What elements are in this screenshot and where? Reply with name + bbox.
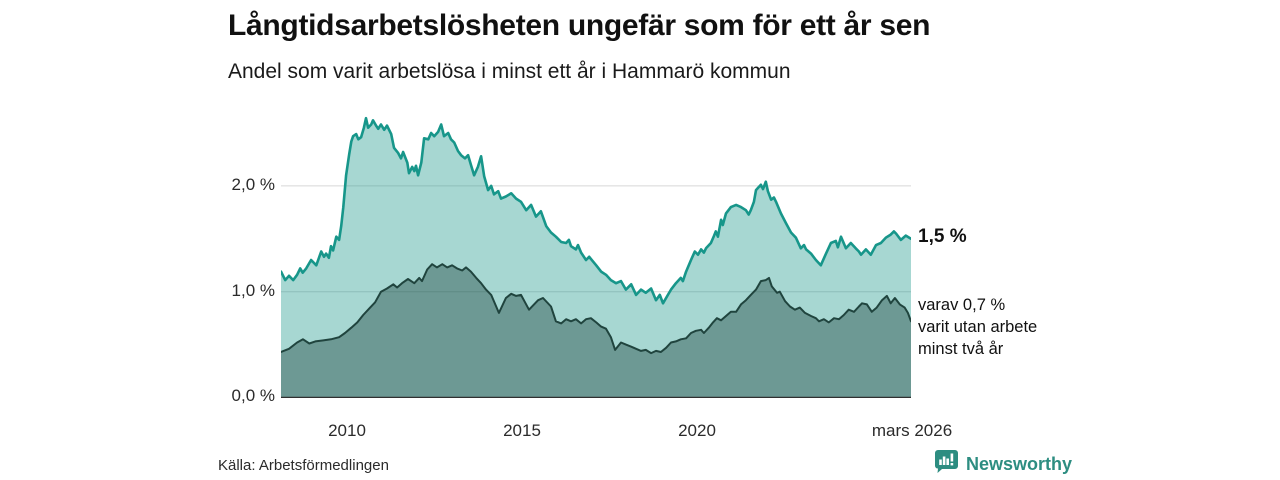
newsworthy-brand: Newsworthy [934, 449, 1072, 479]
y-axis-tick-0: 0,0 % [231, 386, 275, 405]
page-subtitle: Andel som varit arbetslösa i minst ett å… [228, 60, 791, 83]
y-axis-tick-2: 2,0 % [231, 175, 275, 194]
x-axis-tick-2020: 2020 [678, 421, 716, 440]
x-axis-tick-2015: 2015 [503, 421, 541, 440]
x-axis-tick-mars-2026: mars 2026 [871, 421, 953, 440]
area-chart-plot [281, 116, 911, 398]
newsworthy-brand-text: Newsworthy [966, 453, 1073, 474]
x-axis-tick-2010: 2010 [328, 421, 366, 440]
annotation-line-2: varit utan arbete [918, 318, 1038, 336]
source-attribution: Källa: Arbetsförmedlingen [218, 457, 389, 474]
series-sub-annotation: varav 0,7 % varit utan arbete minst två … [918, 294, 1037, 360]
page-title: Långtidsarbetslösheten ungefär som för e… [228, 9, 931, 42]
newsworthy-logo-icon [934, 449, 959, 479]
series-total-end-value-label: 1,5 % [918, 226, 967, 247]
annotation-line-3: minst två år [918, 340, 1004, 358]
y-axis-tick-1: 1,0 % [231, 281, 275, 300]
annotation-line-1: varav 0,7 % [918, 296, 1006, 314]
